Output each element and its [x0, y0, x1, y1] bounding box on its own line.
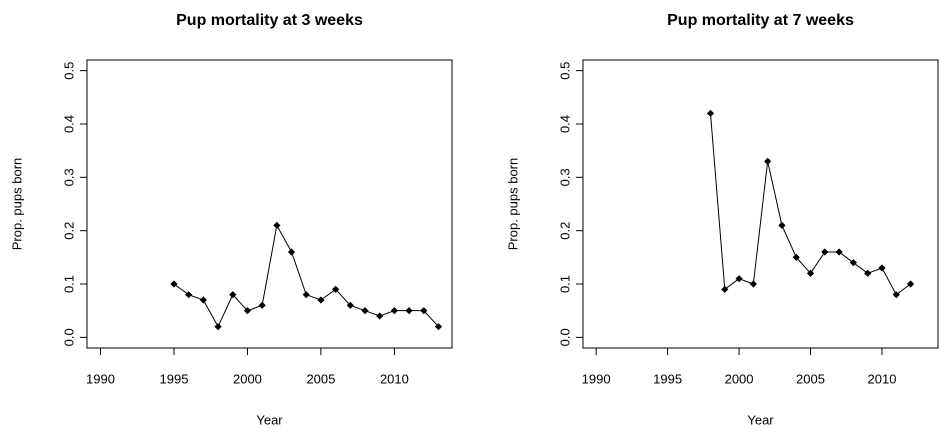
- y-axis-label: Prop. pups born: [9, 158, 24, 251]
- data-point: [892, 291, 900, 299]
- data-point: [721, 285, 729, 293]
- y-tick-label: 0.1: [557, 275, 572, 293]
- x-tick-label: 2005: [796, 371, 825, 386]
- panel: Pup mortality at 7 weeks Year Prop. pups b…: [505, 12, 939, 427]
- data-point: [764, 157, 772, 165]
- data-point: [258, 301, 266, 309]
- x-tick-label: 2010: [380, 371, 409, 386]
- x-tick-label: 1995: [160, 371, 189, 386]
- y-tick-label: 0.0: [557, 328, 572, 346]
- data-point: [434, 323, 443, 331]
- data-point: [706, 109, 715, 117]
- data-point: [229, 291, 237, 299]
- chart-title: Pup mortality at 7 weeks: [667, 12, 854, 29]
- data-point: [390, 307, 398, 315]
- y-tick-label: 0.5: [557, 62, 572, 80]
- y-tick-label: 0.3: [61, 168, 76, 186]
- data-point: [332, 285, 340, 293]
- plot-box: [582, 59, 939, 349]
- x-tick-label: 2000: [725, 371, 754, 386]
- x-tick-label: 2010: [868, 371, 897, 386]
- data-point: [287, 248, 296, 256]
- data-point: [405, 307, 413, 315]
- data-point: [878, 264, 886, 272]
- data-point: [170, 280, 178, 288]
- data-point: [735, 275, 743, 283]
- panel: Pup mortality at 3 weeks Year Prop. pups b…: [9, 12, 453, 427]
- data-point: [849, 259, 857, 267]
- data-line: [173, 223, 439, 328]
- data-point: [806, 269, 815, 277]
- data-point: [906, 280, 915, 288]
- y-tick-label: 0.4: [557, 115, 572, 133]
- data-point: [214, 323, 222, 331]
- x-tick-label: 1990: [86, 371, 115, 386]
- x-tick-label: 2000: [233, 371, 262, 386]
- y-tick-label: 0.5: [61, 62, 76, 80]
- y-tick-label: 0.2: [61, 222, 76, 240]
- y-tick-label: 0.0: [61, 328, 76, 346]
- data-point: [199, 296, 207, 304]
- y-tick-label: 0.2: [557, 222, 572, 240]
- data-point: [273, 221, 281, 229]
- data-point: [792, 253, 800, 261]
- data-point: [778, 221, 786, 229]
- data-point: [185, 291, 193, 299]
- data-point: [302, 291, 310, 299]
- x-axis-label: Year: [747, 412, 774, 427]
- y-tick-label: 0.4: [61, 115, 76, 133]
- data-point: [361, 307, 369, 315]
- data-point: [420, 307, 428, 315]
- chart-title: Pup mortality at 3 weeks: [176, 12, 363, 29]
- y-tick-label: 0.1: [61, 275, 76, 293]
- data-point: [243, 307, 252, 315]
- data-point: [346, 301, 354, 309]
- y-tick-label: 0.3: [557, 168, 572, 186]
- x-tick-label: 1990: [582, 371, 611, 386]
- plot-box: [86, 59, 453, 349]
- data-point: [821, 248, 829, 256]
- data-point: [317, 296, 325, 304]
- x-tick-label: 1995: [653, 371, 682, 386]
- data-point: [376, 312, 384, 320]
- data-point: [749, 280, 757, 288]
- data-point: [864, 269, 872, 277]
- y-axis-label: Prop. pups born: [505, 158, 520, 251]
- data-point: [835, 248, 843, 256]
- x-tick-label: 2005: [306, 371, 335, 386]
- x-axis-label: Year: [256, 412, 283, 427]
